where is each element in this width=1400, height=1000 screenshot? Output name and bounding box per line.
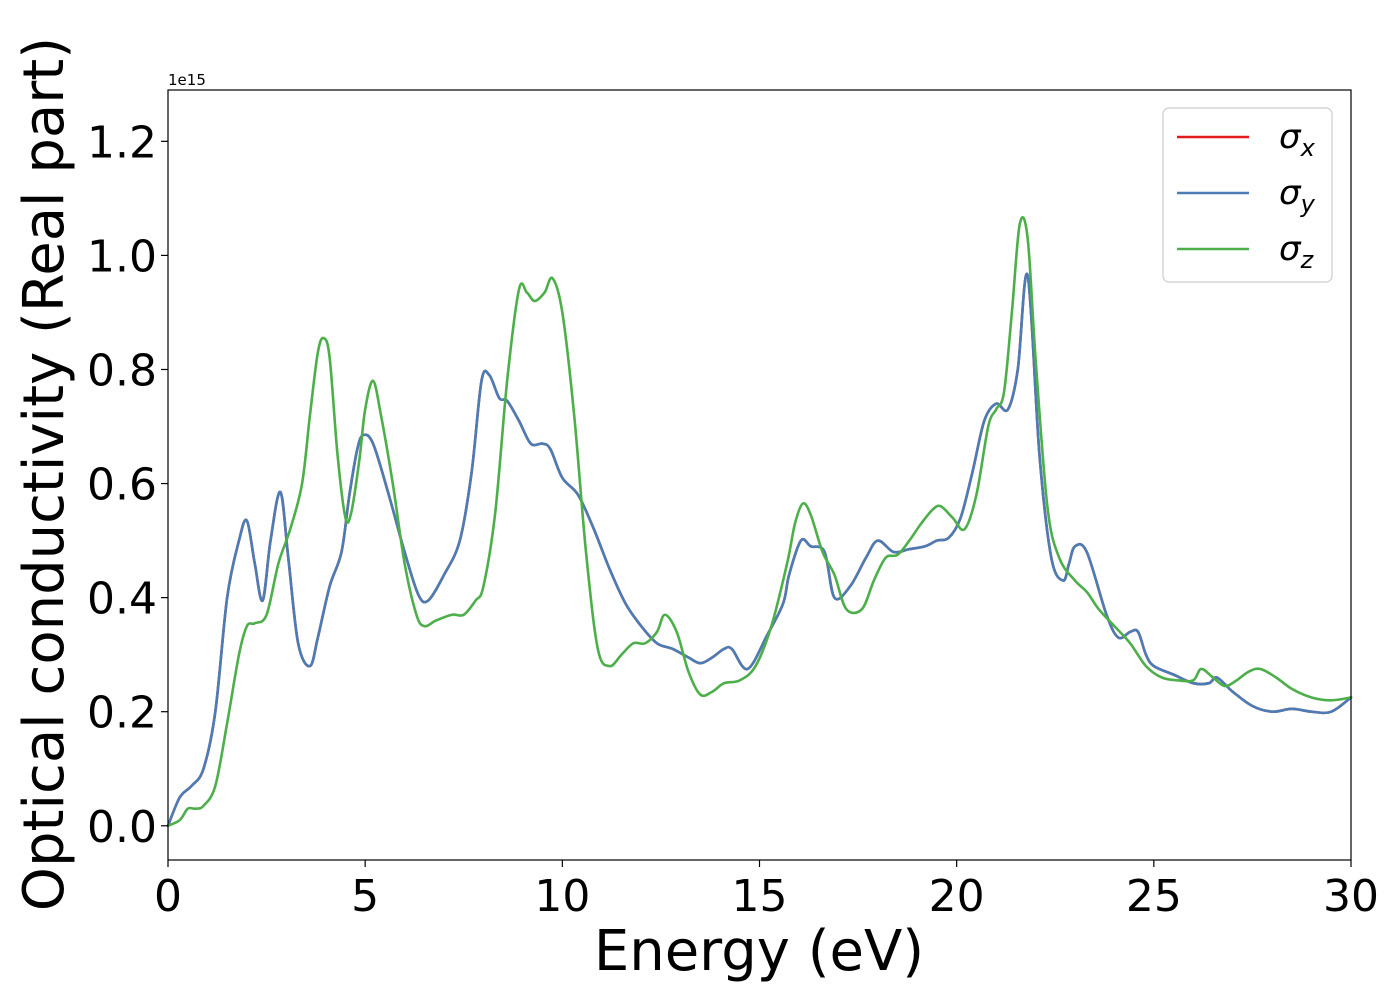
y-offset-label: 1e15 bbox=[168, 71, 206, 89]
x-tick-label: 5 bbox=[351, 871, 379, 922]
x-axis-ticks: 0 5 10 15 20 25 30 bbox=[154, 860, 1379, 922]
series-line-z bbox=[166, 215, 1353, 828]
x-tick-label: 25 bbox=[1126, 871, 1182, 922]
y-tick-label: 1.2 bbox=[87, 117, 157, 168]
legend-box bbox=[1162, 107, 1333, 283]
y-tick-label: 1.0 bbox=[87, 231, 157, 282]
y-tick-label: 0.2 bbox=[87, 688, 157, 739]
y-tick-label: 0.6 bbox=[87, 460, 157, 511]
x-tick-label: 15 bbox=[732, 871, 788, 922]
y-tick-label: 0.8 bbox=[87, 345, 157, 396]
y-tick-label: 0.0 bbox=[87, 802, 157, 853]
legend: σx σy σz bbox=[1162, 107, 1333, 283]
x-tick-label: 30 bbox=[1323, 871, 1379, 922]
x-tick-label: 0 bbox=[154, 871, 182, 922]
legend-label-z: σz bbox=[1279, 229, 1315, 274]
x-tick-label: 10 bbox=[534, 871, 590, 922]
legend-label-y: σy bbox=[1279, 173, 1316, 218]
series-line-y bbox=[166, 272, 1353, 828]
y-tick-label: 0.4 bbox=[87, 574, 157, 625]
y-axis-ticks: 0.0 0.2 0.4 0.6 0.8 1.0 1.2 bbox=[87, 117, 168, 853]
legend-label-x: σx bbox=[1279, 117, 1316, 162]
series-lines bbox=[166, 215, 1353, 828]
y-axis-label: Optical conductivity (Real part) bbox=[12, 37, 77, 911]
x-axis-label: Energy (eV) bbox=[594, 919, 924, 984]
x-tick-label: 20 bbox=[929, 871, 985, 922]
